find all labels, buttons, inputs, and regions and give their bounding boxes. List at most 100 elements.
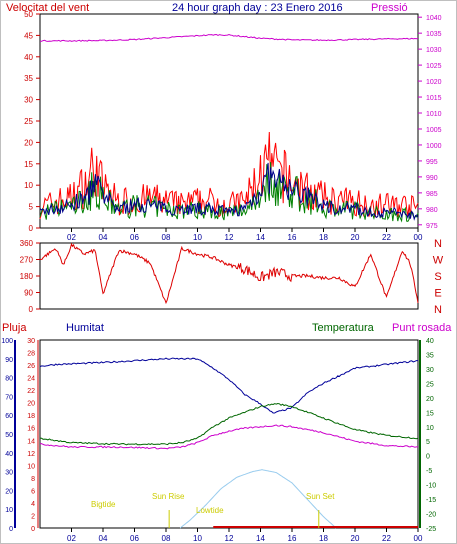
hour-tick-label: 08	[162, 534, 171, 543]
pressure-tick-label: 1035	[426, 31, 442, 38]
temperature-tick-label: 10	[426, 425, 434, 432]
humidity-tick-label: 20	[5, 488, 13, 495]
humidity-tick-label: 30	[5, 470, 13, 477]
hour-tick-label: 14	[256, 233, 265, 242]
pressure-tick-label: 1030	[426, 47, 442, 54]
hour-tick-label: 16	[288, 233, 297, 242]
hour-tick-label: 04	[99, 233, 108, 242]
direction-tick-label: 270	[20, 256, 34, 265]
rain-tick-label: 10	[27, 463, 35, 470]
humidity-tick-label: 40	[5, 451, 13, 458]
wind-tick-label: 50	[24, 10, 33, 19]
pressure-tick-label: 995	[426, 159, 438, 166]
sun-set-label: Sun Set	[306, 492, 335, 501]
rain-label: Pluja	[2, 322, 27, 334]
hour-tick-label: 10	[193, 534, 202, 543]
humidity-tick-label: 10	[5, 507, 13, 514]
rain-tick-label: 2	[31, 513, 35, 520]
lowtide-label: Lowtide	[196, 506, 224, 515]
hour-tick-label: 22	[382, 534, 391, 543]
wind-tick-label: 0	[29, 224, 34, 233]
hour-tick-label: 00	[414, 233, 423, 242]
pressure-tick-label: 990	[426, 175, 438, 182]
temperature-tick-label: 15	[426, 410, 434, 417]
pressure-tick-label: 1015	[426, 95, 442, 102]
compass-label: N	[434, 304, 442, 316]
direction-tick-label: 0	[29, 305, 34, 314]
pressure-tick-label: 1000	[426, 143, 442, 150]
humidity-tick-label: 70	[5, 394, 13, 401]
pressure-tick-label: 1010	[426, 111, 442, 118]
rain-tick-label: 20	[27, 401, 35, 408]
rain-tick-label: 30	[27, 338, 35, 345]
wind-tick-label: 30	[24, 96, 33, 105]
temperature-tick-label: -20	[426, 512, 436, 519]
bigtide-label: Bigtide	[91, 500, 116, 509]
temperature-series	[39, 402, 419, 446]
rain-tick-label: 22	[27, 388, 35, 395]
humidity-tick-label: 60	[5, 413, 13, 420]
temperature-tick-label: 20	[426, 396, 434, 403]
rain-tick-label: 26	[27, 363, 35, 370]
humidity-series	[39, 357, 418, 414]
temperature-tick-label: 5	[426, 439, 430, 446]
pressure-tick-label: 975	[426, 223, 438, 230]
rain-tick-label: 16	[27, 426, 35, 433]
direction-tick-label: 90	[24, 289, 33, 298]
temperature-tick-label: 0	[426, 454, 430, 461]
temperature-tick-label: -5	[426, 468, 432, 475]
rain-tick-label: 18	[27, 413, 35, 420]
rain-tick-label: 0	[31, 526, 35, 533]
rain-tick-label: 6	[31, 488, 35, 495]
solar-series	[179, 469, 337, 529]
temperature-tick-label: 40	[426, 338, 434, 345]
rain-tick-label: 24	[27, 376, 35, 383]
pressure-title: Pressió	[371, 2, 408, 14]
compass-label: E	[434, 288, 441, 300]
humidity-tick-label: 100	[1, 338, 13, 345]
dewpoint-label: Punt rosada	[392, 322, 452, 334]
pressure-tick-label: 980	[426, 207, 438, 214]
pressure-tick-label: 985	[426, 191, 438, 198]
hour-tick-label: 18	[319, 233, 328, 242]
direction-tick-label: 360	[20, 239, 34, 248]
wind-tick-label: 20	[24, 138, 33, 147]
temperature-tick-label: 30	[426, 367, 434, 374]
hour-tick-label: 20	[351, 233, 360, 242]
hour-tick-label: 04	[99, 534, 108, 543]
hour-tick-label: 18	[319, 534, 328, 543]
pressure-series	[39, 33, 419, 42]
temperature-tick-label: -10	[426, 483, 436, 490]
hour-tick-label: 02	[67, 233, 76, 242]
humidity-tick-label: 80	[5, 376, 13, 383]
sun-rise-label: Sun Rise	[152, 492, 185, 501]
direction-panel	[39, 242, 419, 310]
humidity-label: Humitat	[66, 322, 104, 334]
hour-tick-label: 02	[67, 534, 76, 543]
pressure-tick-label: 1005	[426, 127, 442, 134]
humidity-tick-label: 0	[9, 526, 13, 533]
rain-tick-label: 8	[31, 476, 35, 483]
hour-tick-label: 08	[162, 233, 171, 242]
hour-tick-label: 06	[130, 233, 139, 242]
rain-tick-label: 28	[27, 351, 35, 358]
hour-tick-label: 14	[256, 534, 265, 543]
direction-tick-label: 180	[20, 272, 34, 281]
temperature-tick-label: -15	[426, 497, 436, 504]
wind-tick-label: 10	[24, 181, 33, 190]
temperature-tick-label: 25	[426, 381, 434, 388]
hour-tick-label: 06	[130, 534, 139, 543]
chart-date-title: 24 hour graph day : 23 Enero 2016	[172, 2, 343, 14]
rain-tick-label: 12	[27, 451, 35, 458]
hour-tick-label: 00	[414, 534, 423, 543]
hour-tick-label: 12	[225, 534, 234, 543]
wind-tick-label: 5	[29, 203, 34, 212]
hour-tick-label: 22	[382, 233, 391, 242]
hour-tick-label: 12	[225, 233, 234, 242]
temperature-tick-label: 35	[426, 352, 434, 359]
wind-tick-label: 25	[24, 117, 33, 126]
wind-tick-label: 40	[24, 53, 33, 62]
wind-speed-title: Velocitat del vent	[6, 2, 89, 14]
temperature-tick-label: -25	[426, 526, 436, 533]
